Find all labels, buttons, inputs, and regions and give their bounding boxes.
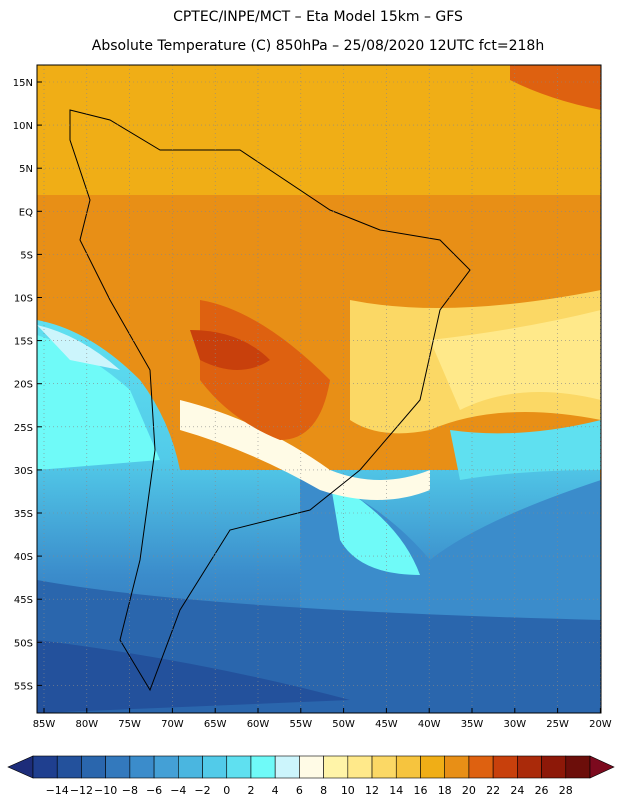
colorbar-label: 26: [535, 784, 549, 797]
lon-label: 65W: [204, 719, 227, 730]
colorbar-label: 12: [365, 784, 379, 797]
colorbar-label: 22: [486, 784, 500, 797]
colorbar-swatch: [105, 755, 131, 779]
colorbar-high-arrow: [589, 755, 615, 779]
colorbar: [7, 755, 615, 779]
colorbar-swatch: [178, 755, 203, 779]
colorbar-swatch: [420, 755, 445, 779]
lat-lon-grid: [37, 65, 601, 713]
colorbar-low-arrow: [7, 755, 34, 779]
map-frame: [36, 64, 602, 714]
colorbar-label: −12: [70, 784, 93, 797]
latitude-labels: 15N 10N 5N EQ 5S 10S 15S 20S 25S 30S 35S 40S 45S 50S 5…: [13, 78, 42, 692]
lon-label: 55W: [289, 719, 312, 730]
colorbar-swatch: [565, 755, 591, 779]
colorbar-swatch: [129, 755, 155, 779]
colorbar-swatch: [468, 755, 494, 779]
colorbar-swatch: [299, 755, 324, 779]
lon-label: 45W: [375, 719, 398, 730]
colorbar-label: −14: [46, 784, 69, 797]
colorbar-swatch: [81, 755, 106, 779]
lat-label: 40S: [14, 552, 33, 563]
colorbar-label: −10: [94, 784, 117, 797]
colorbar-label: 6: [296, 784, 303, 797]
colorbar-label: 2: [247, 784, 254, 797]
colorbar-label: 0: [223, 784, 230, 797]
colorbar-swatch: [226, 755, 252, 779]
colorbar-label: 4: [272, 784, 279, 797]
colorbar-label: 20: [462, 784, 476, 797]
colorbar-label: −2: [194, 784, 210, 797]
colorbar-label: 16: [413, 784, 427, 797]
lon-label: 60W: [247, 719, 270, 730]
colorbar-label: 24: [510, 784, 524, 797]
lon-label: 20W: [589, 719, 612, 730]
title-line-1: CPTEC/INPE/MCT – Eta Model 15km – GFS: [173, 9, 463, 25]
colorbar-label: −8: [122, 784, 138, 797]
lat-label: 5N: [19, 164, 33, 175]
colorbar-swatch: [32, 755, 58, 779]
lon-label: 85W: [33, 719, 56, 730]
colorbar-label: 14: [389, 784, 403, 797]
lat-label: 45S: [14, 595, 33, 606]
colorbar-swatch: [323, 755, 349, 779]
colorbar-swatch: [56, 755, 82, 779]
lat-label: 10S: [14, 294, 33, 305]
colorbar-swatch: [541, 755, 567, 779]
lat-label: 25S: [14, 423, 33, 434]
lon-label: 75W: [118, 719, 141, 730]
lon-label: 70W: [161, 719, 184, 730]
lon-label: 80W: [75, 719, 98, 730]
colorbar-swatch: [347, 755, 373, 779]
lat-label: 20S: [14, 380, 33, 391]
colorbar-label: 10: [341, 784, 355, 797]
colorbar-swatch: [274, 755, 300, 779]
colorbar-label: 28: [559, 784, 573, 797]
longitude-labels: 85W 80W 75W 70W 65W 60W 55W 50W 45W 40W 35W 30W 25W 2…: [33, 708, 612, 730]
lon-label: 50W: [332, 719, 355, 730]
lat-label: 55S: [14, 681, 33, 692]
colorbar-swatch: [395, 755, 421, 779]
colorbar-swatch: [202, 755, 228, 779]
title-line-2: Absolute Temperature (C) 850hPa – 25/08/…: [92, 38, 544, 54]
lat-label: EQ: [19, 207, 33, 218]
colorbar-swatch: [153, 755, 179, 779]
colorbar-labels: −14 −12 −10 −8 −6 −4 −2 0 2 4 6 8 10 12 14 16 18 20 22 24 26…: [46, 784, 573, 797]
lon-label: 40W: [418, 719, 441, 730]
colorbar-label: 18: [438, 784, 452, 797]
lat-label: 30S: [14, 466, 33, 477]
colorbar-swatch: [492, 755, 518, 779]
lat-label: 10N: [13, 121, 33, 132]
colorbar-swatch: [250, 755, 276, 779]
coastline: [69, 109, 471, 692]
colorbar-label: 8: [320, 784, 327, 797]
lat-label: 50S: [14, 638, 33, 649]
colorbar-swatch: [517, 755, 542, 779]
lon-label: 30W: [503, 719, 526, 730]
lon-label: 25W: [546, 719, 569, 730]
colorbar-label: −4: [170, 784, 186, 797]
lat-label: 5S: [20, 250, 33, 261]
lat-label: 15S: [14, 337, 33, 348]
lon-label: 35W: [461, 719, 484, 730]
colorbar-swatch: [444, 755, 470, 779]
colorbar-label: −6: [146, 784, 162, 797]
colorbar-swatch: [371, 755, 397, 779]
lat-label: 35S: [14, 509, 33, 520]
lat-label: 15N: [13, 78, 33, 89]
temperature-field: [37, 65, 601, 713]
